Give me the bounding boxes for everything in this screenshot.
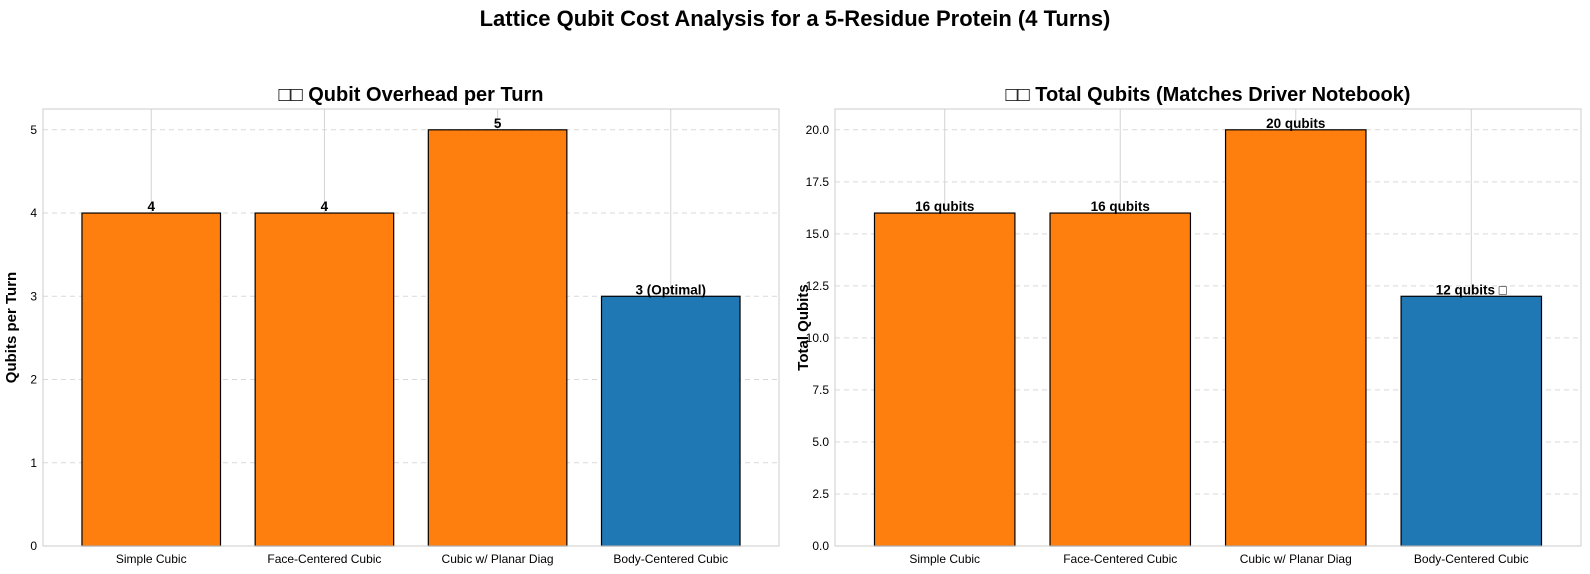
chart2-y-tick-label: 15.0 <box>806 227 830 241</box>
chart2-plot-area <box>834 108 1582 547</box>
chart1-x-tick-label: Face-Centered Cubic <box>267 552 381 566</box>
chart2-data-label: 20 qubits <box>1266 116 1325 131</box>
chart1-plot-area <box>42 108 780 547</box>
chart2-y-tick-label: 20.0 <box>806 123 830 137</box>
chart2-y-tick-label: 5.0 <box>812 435 829 449</box>
chart2-title: □□ Total Qubits (Matches Driver Notebook… <box>1006 84 1411 106</box>
chart1-y-tick-label: 2 <box>30 373 37 387</box>
chart2-y-tick-label: 2.5 <box>812 487 829 501</box>
chart1-data-label: 5 <box>494 116 502 131</box>
chart1-bar-3 <box>427 129 568 547</box>
figure-title: Lattice Qubit Cost Analysis for a 5-Resi… <box>479 6 1111 31</box>
chart2-y-tick-label: 17.5 <box>806 175 830 189</box>
chart2-x-tick-label: Simple Cubic <box>909 552 980 566</box>
chart1-bar-2 <box>254 212 395 547</box>
chart2-y-tick-label: 0.0 <box>812 539 829 553</box>
chart1-bar-4 <box>600 295 741 547</box>
chart1-y-tick-label: 5 <box>30 123 37 137</box>
chart1-y-tick-label: 3 <box>30 289 37 303</box>
chart1-x-tick-label: Body-Centered Cubic <box>613 552 728 566</box>
chart2-data-label: 16 qubits <box>915 199 974 214</box>
chart2-y-tick-label: 7.5 <box>812 383 829 397</box>
chart1-bar-1 <box>81 212 222 547</box>
chart1-x-tick-label: Cubic w/ Planar Diag <box>442 552 554 566</box>
chart1-y-axis-label: Qubits per Turn <box>3 272 20 383</box>
chart2-x-tick-label: Body-Centered Cubic <box>1414 552 1529 566</box>
chart2-y-tick-label: 10.0 <box>806 331 830 345</box>
chart2-x-tick-label: Face-Centered Cubic <box>1063 552 1177 566</box>
chart2-x-tick-label: Cubic w/ Planar Diag <box>1240 552 1352 566</box>
chart1-data-label: 4 <box>321 199 329 214</box>
chart1-y-tick-label: 0 <box>30 539 37 553</box>
chart2-data-label: 16 qubits <box>1091 199 1150 214</box>
chart2-bar-4 <box>1400 295 1543 547</box>
chart2-bar-2 <box>1049 212 1192 547</box>
chart1-y-tick-label: 4 <box>30 206 37 220</box>
chart2-y-tick-label: 12.5 <box>806 279 830 293</box>
chart1-x-tick-label: Simple Cubic <box>116 552 187 566</box>
chart2-bar-1 <box>873 212 1016 547</box>
chart2-y-axis-label: Total Qubits <box>795 284 812 370</box>
chart1-data-label: 3 (Optimal) <box>636 282 707 297</box>
chart1-title: □□ Qubit Overhead per Turn <box>279 84 544 106</box>
chart2-data-label: 12 qubits □ <box>1436 282 1507 297</box>
chart1-data-label: 4 <box>147 199 155 214</box>
chart1-y-tick-label: 1 <box>30 456 37 470</box>
chart2-bar-3 <box>1224 129 1367 547</box>
